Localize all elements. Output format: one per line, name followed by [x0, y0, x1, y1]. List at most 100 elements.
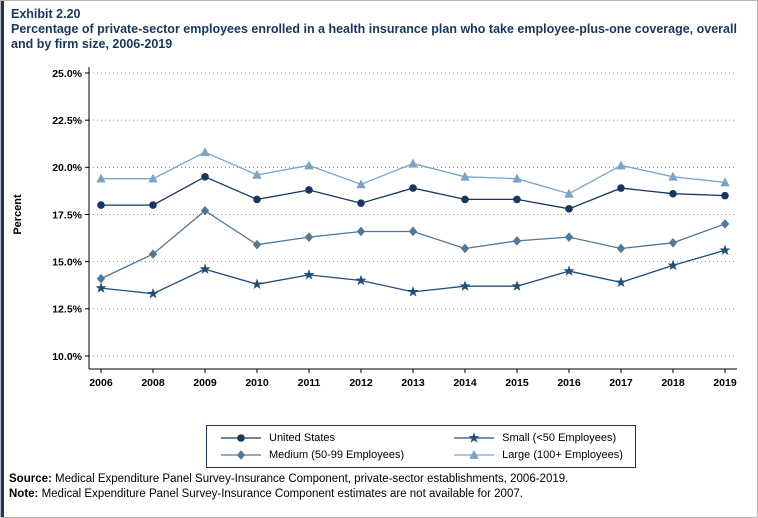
circle-marker [565, 205, 573, 213]
series-small-50-employees [95, 244, 731, 299]
triangle-marker [460, 171, 470, 181]
star-marker [251, 278, 263, 289]
y-axis-title: Percent [12, 194, 24, 235]
exhibit-number: Exhibit 2.20 [11, 7, 81, 21]
x-tick-label: 2013 [401, 377, 425, 389]
diamond-marker [408, 226, 418, 237]
circle-marker [201, 172, 209, 181]
legend-item-large-100-employees: Large (100+ Employees) [452, 448, 623, 462]
star-marker [667, 259, 679, 271]
diamond-marker [616, 243, 626, 254]
triangle-marker [200, 147, 210, 157]
triangle-marker [469, 450, 479, 459]
triangle-marker [356, 179, 366, 189]
star-marker [407, 286, 419, 297]
x-tick-label: 2006 [89, 377, 113, 389]
legend-swatch-star [454, 432, 495, 443]
x-tick-label: 2016 [557, 377, 581, 389]
legend-item-united-states: United States [219, 431, 404, 445]
y-tick-label: 20.0% [52, 162, 82, 174]
legend-label: United States [269, 432, 336, 444]
legend-label: Large (100+ Employees) [502, 449, 623, 461]
series-united-states [97, 172, 729, 213]
triangle-marker [304, 160, 314, 170]
y-tick-label: 22.5% [52, 115, 82, 127]
legend-item-medium-50-99-employees: Medium (50-99 Employees) [219, 448, 404, 462]
legend-item-small-50-employees: Small (<50 Employees) [452, 431, 623, 445]
y-tick-label: 25.0% [52, 68, 82, 80]
x-tick-label: 2011 [298, 377, 321, 389]
series-line [100, 209, 726, 280]
footer-notes: Source: Medical Expenditure Panel Survey… [9, 472, 753, 502]
diamond-marker [200, 205, 210, 216]
diamond-marker [564, 232, 574, 242]
star-marker [459, 280, 471, 291]
x-tick-label: 2012 [349, 377, 373, 389]
diamond-marker [252, 239, 262, 250]
chart-legend: United States Medium (50-99 Employees) Sma… [206, 425, 636, 468]
x-tick-label: 2014 [453, 377, 477, 389]
diamond-marker [512, 236, 522, 246]
x-tick-label: 2018 [661, 377, 685, 389]
source-line: Source: Medical Expenditure Panel Survey… [9, 472, 753, 487]
circle-marker [305, 186, 313, 194]
triangle-marker [720, 177, 730, 187]
star-marker [199, 263, 211, 274]
diamond-marker [356, 226, 366, 237]
y-tick-label: 10.0% [52, 351, 82, 363]
triangle-marker [564, 188, 574, 198]
note-line: Note: Medical Expenditure Panel Survey-I… [9, 487, 753, 502]
header: Exhibit 2.20 Percentage of private-secto… [11, 7, 749, 52]
y-tick-label: 12.5% [52, 304, 82, 316]
y-tick-label: 15.0% [52, 256, 82, 268]
diamond-marker [460, 243, 470, 254]
line-chart: 10.0% 12.5% 15.0% 17.5% 20.0% 22.5% 25.0% 2006 2… [12, 67, 737, 389]
circle-marker [669, 189, 677, 198]
diamond-marker [148, 249, 158, 259]
star-marker [511, 280, 523, 291]
triangle-marker [512, 173, 522, 183]
legend-grid: United States Medium (50-99 Employees) Sma… [219, 431, 623, 462]
diamond-marker [236, 450, 246, 460]
legend-label: Small (<50 Employees) [502, 432, 617, 444]
circle-marker [357, 199, 365, 207]
x-tick-label: 2019 [713, 377, 737, 389]
diamond-marker [96, 273, 106, 284]
circle-marker [721, 191, 729, 200]
x-tick-label: 2008 [141, 377, 165, 389]
circle-marker [253, 195, 261, 204]
series-large-100-employees [96, 147, 730, 198]
left-accent-bar [1, 1, 4, 517]
star-marker [719, 244, 731, 256]
y-tick-label: 17.5% [52, 209, 82, 221]
series-line [101, 176, 726, 210]
triangle-marker [616, 160, 626, 170]
circle-marker [97, 201, 105, 209]
note-text: Medical Expenditure Panel Survey-Insuran… [38, 488, 523, 500]
triangle-marker [252, 169, 262, 179]
series-medium-50-99-employees [96, 205, 730, 284]
circle-marker [237, 434, 245, 442]
legend-swatch-triangle [454, 450, 495, 459]
star-marker [303, 269, 315, 280]
x-tick-label: 2010 [245, 377, 269, 389]
source-label: Source: [9, 473, 52, 485]
note-label: Note: [9, 488, 39, 500]
star-marker [147, 287, 159, 299]
diamond-marker [668, 238, 678, 248]
legend-label: Medium (50-99 Employees) [269, 449, 405, 461]
triangle-marker [148, 173, 158, 183]
triangle-marker [408, 158, 418, 168]
star-marker [355, 274, 367, 286]
legend-swatch-diamond [221, 450, 261, 460]
x-tick-label: 2015 [505, 377, 529, 389]
star-marker [615, 276, 627, 288]
legend-swatch-circle [221, 434, 261, 442]
circle-marker [461, 195, 469, 204]
x-tick-label: 2009 [193, 377, 217, 389]
circle-marker [617, 184, 625, 192]
triangle-marker [96, 173, 106, 183]
diamond-marker [720, 219, 730, 229]
triangle-marker [668, 171, 678, 181]
